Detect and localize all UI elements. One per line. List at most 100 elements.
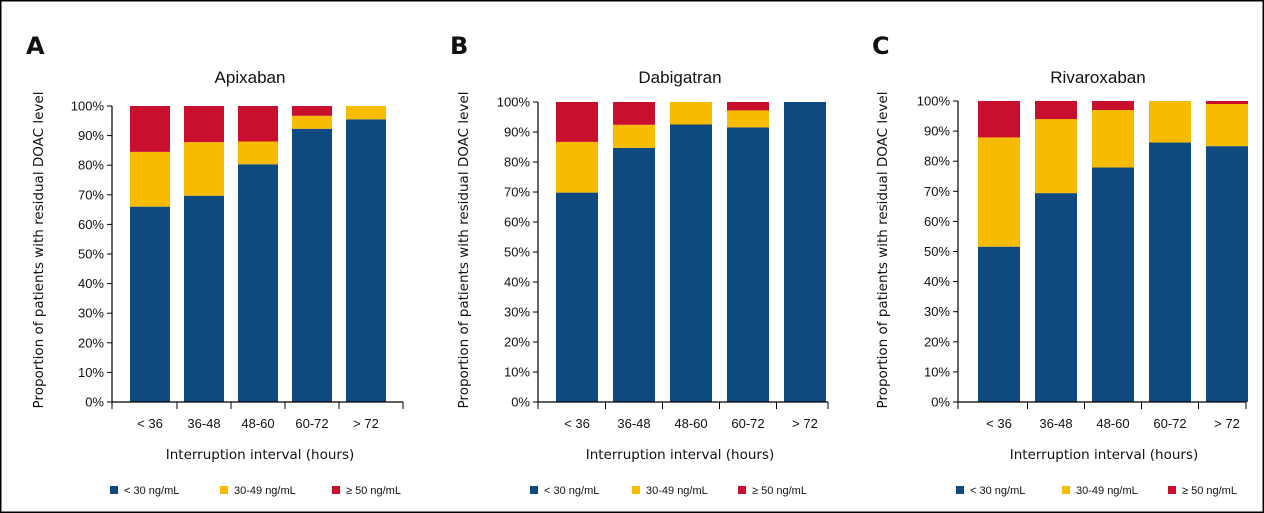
bar-segment	[346, 119, 386, 402]
panel-letter: A	[26, 32, 45, 60]
y-tick-label: 60%	[504, 215, 530, 230]
y-tick-label: 20%	[78, 335, 104, 350]
y-axis-title: Proportion of patients with residual DOA…	[456, 92, 472, 409]
legend-label: 30-49 ng/mL	[234, 485, 296, 497]
y-tick-label: 80%	[78, 158, 104, 173]
y-tick-label: 90%	[78, 128, 104, 143]
chart-title: Rivaroxaban	[1050, 68, 1145, 87]
bar-segment	[184, 195, 224, 402]
y-tick-label: 70%	[504, 185, 530, 200]
bar-segment	[978, 101, 1020, 138]
legend-swatch	[738, 486, 746, 494]
bar-segment	[556, 141, 598, 193]
y-tick-label: 20%	[924, 334, 950, 349]
x-tick-label: 48-60	[674, 416, 707, 431]
bar-segment	[292, 106, 332, 116]
panel-letter: B	[450, 32, 468, 60]
x-tick-label: 60-72	[731, 416, 764, 431]
axes	[107, 105, 404, 409]
y-tick-label: 30%	[504, 305, 530, 320]
bar-segment	[238, 106, 278, 142]
y-tick-label: 10%	[924, 364, 950, 379]
legend-swatch	[220, 486, 228, 494]
legend-swatch	[1062, 486, 1070, 494]
x-tick-label: 36-48	[1039, 416, 1072, 431]
x-tick-label: 36-48	[617, 416, 650, 431]
chart-title: Dabigatran	[638, 68, 721, 87]
chart-title: Apixaban	[215, 68, 286, 87]
x-tick-label: 60-72	[1153, 416, 1186, 431]
bar-segment	[1092, 110, 1134, 168]
legend-swatch	[110, 486, 118, 494]
legend-swatch	[632, 486, 640, 494]
y-axis-title: Proportion of patients with residual DOA…	[875, 92, 891, 409]
y-tick-label: 0%	[85, 395, 104, 410]
y-tick-label: 70%	[78, 187, 104, 202]
bar-segment	[184, 106, 224, 143]
x-tick-labels: < 36 36-48 48-60 60-72 > 72	[564, 416, 818, 431]
x-axis-title: Interruption interval (hours)	[586, 447, 775, 463]
legend-label: < 30 ng/mL	[544, 485, 599, 497]
bar-segment	[727, 110, 769, 128]
bar-segment	[292, 128, 332, 403]
bar-segment	[613, 102, 655, 125]
y-tick-labels: 0% 10% 20% 30% 40% 50% 60% 70% 80% 90% 100%	[497, 95, 531, 410]
legend: < 30 ng/mL 30-49 ng/mL ≥ 50 ng/mL	[530, 485, 807, 497]
y-tick-label: 90%	[504, 125, 530, 140]
legend: < 30 ng/mL 30-49 ng/mL ≥ 50 ng/mL	[110, 485, 401, 497]
x-tick-label: > 72	[353, 416, 379, 431]
bars	[130, 106, 386, 403]
legend-swatch	[530, 486, 538, 494]
legend-label: < 30 ng/mL	[970, 485, 1025, 497]
bar-segment	[238, 164, 278, 402]
panel-c: C Rivaroxaban Proportion of patients wit…	[872, 32, 1248, 497]
axes	[953, 100, 1247, 409]
legend-label: ≥ 50 ng/mL	[1182, 485, 1237, 497]
legend-swatch	[956, 486, 964, 494]
x-tick-label: 36-48	[187, 416, 220, 431]
bars	[978, 101, 1248, 402]
y-tick-labels: 0% 10% 20% 30% 40% 50% 60% 70% 80% 90% 100%	[71, 99, 105, 410]
x-tick-label: < 36	[137, 416, 163, 431]
x-tick-label: < 36	[986, 416, 1012, 431]
y-tick-label: 50%	[924, 244, 950, 259]
y-tick-label: 40%	[78, 276, 104, 291]
x-tick-labels: < 36 36-48 48-60 60-72 > 72	[986, 416, 1240, 431]
bar-segment	[1149, 142, 1191, 402]
y-tick-label: 0%	[931, 395, 950, 410]
legend-swatch	[1168, 486, 1176, 494]
bar-segment	[1035, 119, 1077, 194]
bar-segment	[670, 124, 712, 402]
x-tick-labels: < 36 36-48 48-60 60-72 > 72	[137, 416, 379, 431]
bar-segment	[1149, 101, 1191, 143]
bar-segment	[1092, 167, 1134, 402]
panel-a: A Apixaban Proportion of patients with r…	[26, 32, 404, 497]
bar-segment	[556, 192, 598, 402]
y-axis-title: Proportion of patients with residual DOA…	[31, 92, 47, 409]
panel-letter: C	[872, 32, 890, 60]
bars	[556, 102, 826, 402]
bar-segment	[784, 102, 826, 402]
axes	[533, 101, 829, 409]
y-tick-label: 60%	[78, 217, 104, 232]
bar-segment	[727, 102, 769, 111]
y-tick-label: 30%	[924, 304, 950, 319]
bar-segment	[670, 102, 712, 125]
bar-segment	[556, 102, 598, 142]
bar-segment	[1092, 101, 1134, 111]
legend-label: ≥ 50 ng/mL	[346, 485, 401, 497]
bar-segment	[1206, 101, 1248, 105]
y-tick-label: 60%	[924, 214, 950, 229]
legend-label: ≥ 50 ng/mL	[752, 485, 807, 497]
y-tick-label: 100%	[71, 99, 105, 114]
bar-segment	[292, 115, 332, 129]
bar-segment	[130, 151, 170, 207]
y-tick-label: 0%	[511, 395, 530, 410]
y-tick-label: 30%	[78, 306, 104, 321]
legend-label: 30-49 ng/mL	[1076, 485, 1138, 497]
legend-swatch	[332, 486, 340, 494]
bar-segment	[613, 124, 655, 148]
y-tick-label: 70%	[924, 184, 950, 199]
x-tick-label: > 72	[792, 416, 818, 431]
